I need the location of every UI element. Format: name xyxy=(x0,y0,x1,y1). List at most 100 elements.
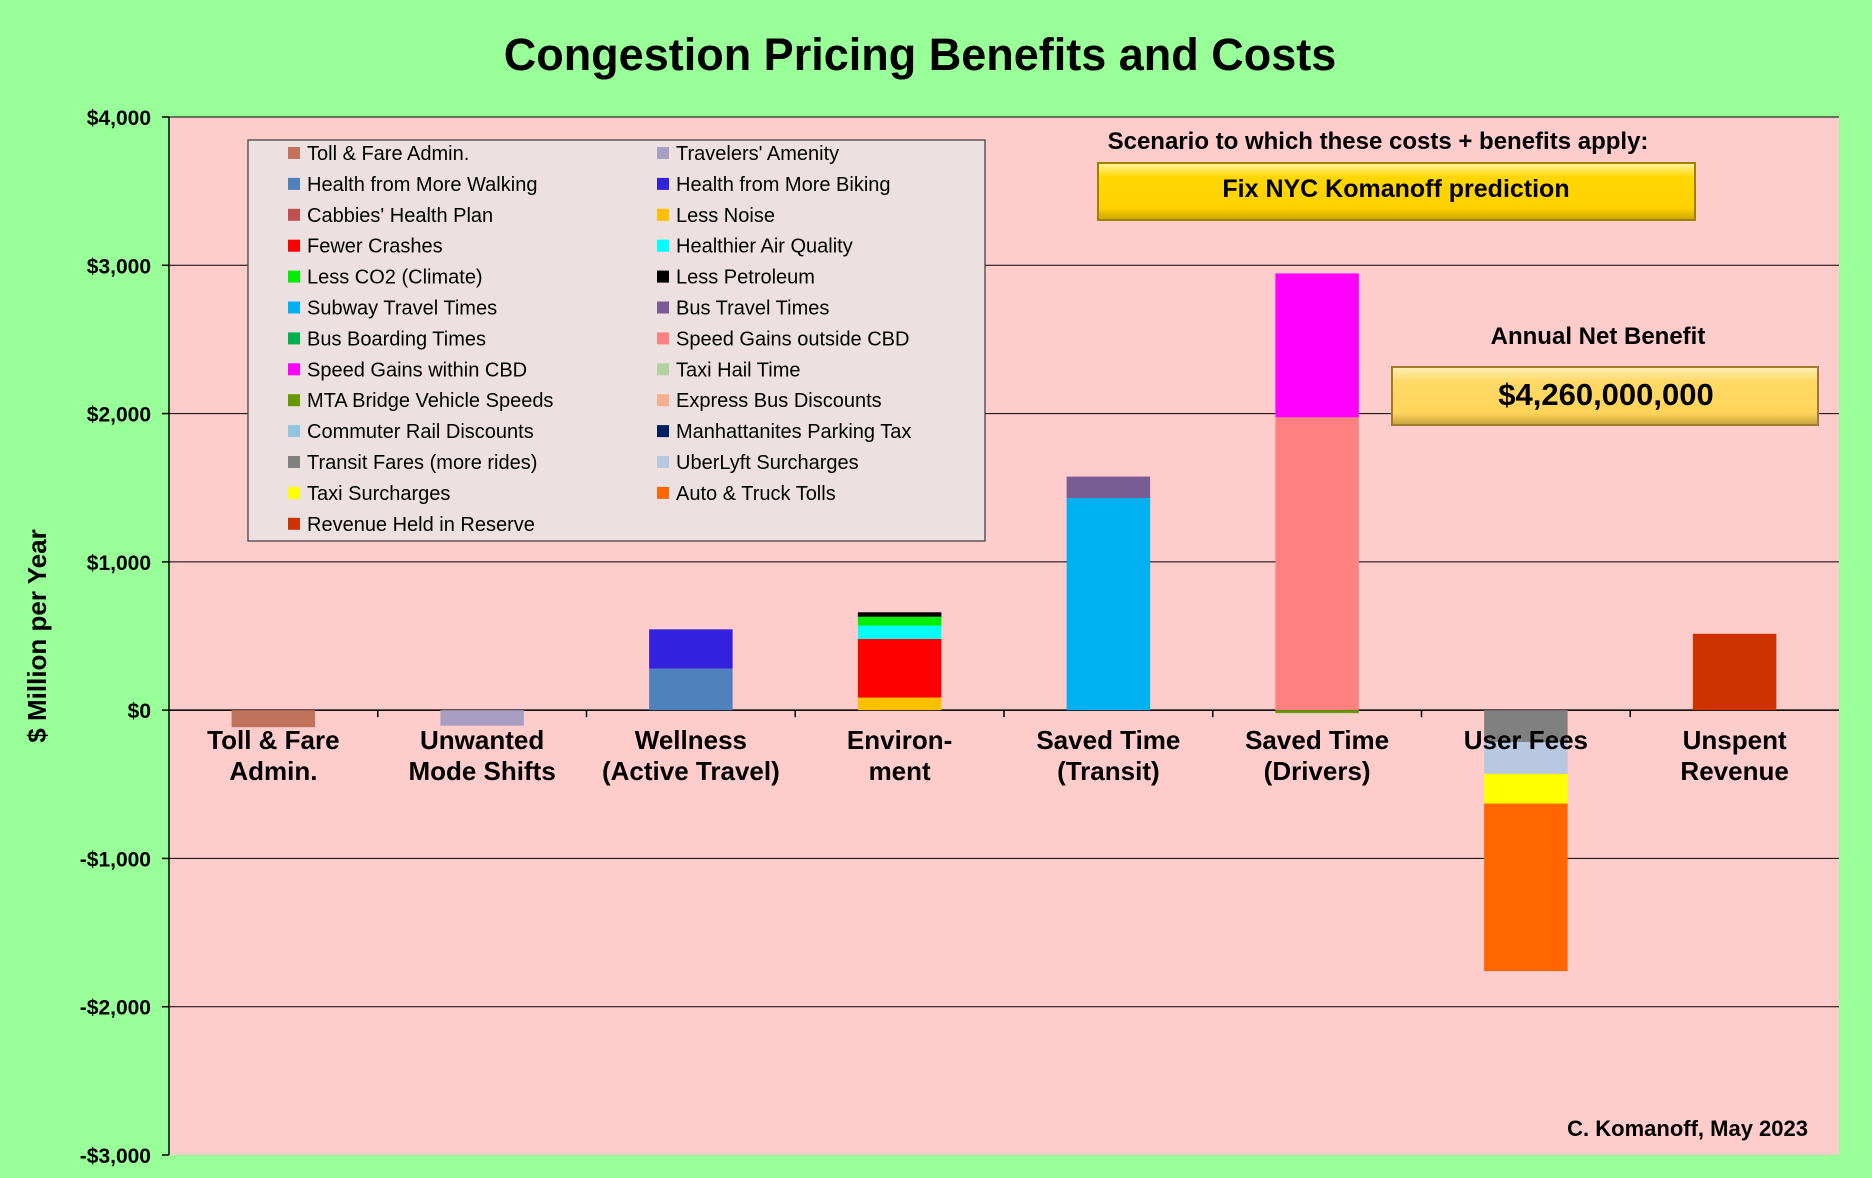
legend-swatch xyxy=(288,394,300,407)
legend-swatch xyxy=(288,177,300,190)
x-category-label: (Drivers) xyxy=(1264,756,1371,786)
legend-label: Bus Boarding Times xyxy=(307,328,486,350)
net-benefit-box xyxy=(1391,366,1819,426)
legend-label: Manhattanites Parking Tax xyxy=(676,421,911,443)
legend-label: Transit Fares (more rides) xyxy=(307,452,537,474)
x-category-label: Wellness xyxy=(635,725,747,755)
bar-segment xyxy=(857,612,942,617)
x-category-label: Unspent xyxy=(1683,725,1787,755)
bar-segment xyxy=(1484,710,1568,743)
x-category-label: Revenue xyxy=(1680,756,1788,786)
legend-label: Express Bus Discounts xyxy=(676,390,882,412)
legend-label: Fewer Crashes xyxy=(307,236,443,258)
y-tick-label: -$1,000 xyxy=(80,848,151,871)
legend-swatch xyxy=(288,239,300,252)
legend-label: Speed Gains within CBD xyxy=(307,359,527,381)
bar-segment xyxy=(1066,498,1151,711)
legend-swatch xyxy=(657,394,669,407)
bar-segment xyxy=(1692,633,1777,711)
bar-segment xyxy=(1484,773,1568,804)
bar-segment xyxy=(231,710,316,728)
legend-label: Taxi Surcharges xyxy=(307,483,450,505)
legend-swatch xyxy=(657,270,669,283)
y-tick-label: -$2,000 xyxy=(80,997,151,1020)
y-tick-label: -$3,000 xyxy=(80,1145,151,1168)
net-benefit-label: Annual Net Benefit xyxy=(1491,323,1706,350)
y-axis-ticks: -$3,000 -$2,000 -$1,000 $0 $1,000 $2,000 $3,00… xyxy=(80,107,151,1168)
legend-label: Healthier Air Quality xyxy=(676,236,853,258)
legend-label: MTA Bridge Vehicle Speeds xyxy=(307,390,553,412)
legend-label: Travelers' Amenity xyxy=(676,143,839,165)
bar-segment xyxy=(857,697,942,711)
bar-segment xyxy=(857,625,942,639)
legend-label: Taxi Hail Time xyxy=(676,359,800,381)
scenario-box xyxy=(1097,162,1696,221)
x-category-label: Saved Time xyxy=(1036,725,1180,755)
legend-label: UberLyft Surcharges xyxy=(676,452,859,474)
legend-label: Bus Travel Times xyxy=(676,298,829,320)
y-axis-label: $ Million per Year xyxy=(22,529,52,742)
legend-swatch xyxy=(288,147,300,159)
legend: Toll & Fare Admin. Travelers' Amenity Heal… xyxy=(247,139,986,542)
credit-text: C. Komanoff, May 2023 xyxy=(1567,1116,1808,1141)
x-category-label: Admin. xyxy=(229,756,317,786)
legend-swatch xyxy=(657,486,669,499)
bar-segment xyxy=(857,638,942,698)
x-category-label: ment xyxy=(869,756,931,786)
legend-label: Less CO2 (Climate) xyxy=(307,267,483,289)
legend-entries: Toll & Fare Admin. Travelers' Amenity Heal… xyxy=(288,143,911,536)
legend-swatch xyxy=(657,208,669,221)
legend-label: Less Noise xyxy=(676,205,775,227)
y-tick-label: $0 xyxy=(128,700,151,723)
bar-segment xyxy=(1275,417,1359,711)
legend-label: Auto & Truck Tolls xyxy=(676,483,836,505)
scenario-value: Fix NYC Komanoff prediction xyxy=(1222,175,1569,203)
bar-segment xyxy=(1275,273,1359,418)
legend-label: Revenue Held in Reserve xyxy=(307,514,535,536)
legend-swatch xyxy=(657,332,669,345)
legend-label: Toll & Fare Admin. xyxy=(307,143,469,165)
y-tick-label: $3,000 xyxy=(87,255,151,278)
scenario-label: Scenario to which these costs + benefits… xyxy=(1108,128,1649,155)
legend-swatch xyxy=(657,363,669,376)
x-category-label: (Active Travel) xyxy=(602,756,780,786)
legend-swatch xyxy=(657,239,669,252)
legend-label: Commuter Rail Discounts xyxy=(307,421,534,443)
x-category-label: Mode Shifts xyxy=(408,756,555,786)
bar-segment xyxy=(1484,742,1568,774)
bar-segment xyxy=(1066,476,1151,499)
legend-label: Less Petroleum xyxy=(676,267,815,289)
legend-swatch xyxy=(657,301,669,314)
legend-swatch xyxy=(288,517,300,530)
legend-swatch xyxy=(288,270,300,283)
legend-box xyxy=(247,139,986,542)
legend-swatch xyxy=(288,486,300,499)
bar-segment xyxy=(857,616,942,626)
chart-title: Congestion Pricing Benefits and Costs xyxy=(504,29,1337,80)
x-category-label: Toll & Fare xyxy=(207,725,339,755)
legend-swatch xyxy=(288,425,300,438)
bar-segment xyxy=(1484,803,1568,972)
y-tick-label: $4,000 xyxy=(87,107,151,130)
bar-segment xyxy=(1275,710,1359,714)
legend-swatch xyxy=(288,301,300,314)
net-benefit-value: $4,260,000,000 xyxy=(1498,377,1714,412)
legend-label: Cabbies' Health Plan xyxy=(307,205,493,227)
x-category-label: Unwanted xyxy=(420,725,544,755)
y-tick-label: $2,000 xyxy=(87,404,151,427)
legend-swatch xyxy=(288,332,300,345)
legend-swatch xyxy=(288,456,300,468)
y-tick-label: $1,000 xyxy=(87,552,151,575)
legend-swatch xyxy=(657,147,669,159)
legend-swatch xyxy=(288,208,300,221)
bars xyxy=(231,273,1777,972)
legend-swatch xyxy=(288,363,300,376)
legend-label: Subway Travel Times xyxy=(307,298,497,320)
x-category-label: User Fees xyxy=(1464,725,1588,755)
x-category-label: Environ- xyxy=(847,725,952,755)
x-category-label: Saved Time xyxy=(1245,725,1389,755)
legend-label: Health from More Walking xyxy=(307,174,537,196)
